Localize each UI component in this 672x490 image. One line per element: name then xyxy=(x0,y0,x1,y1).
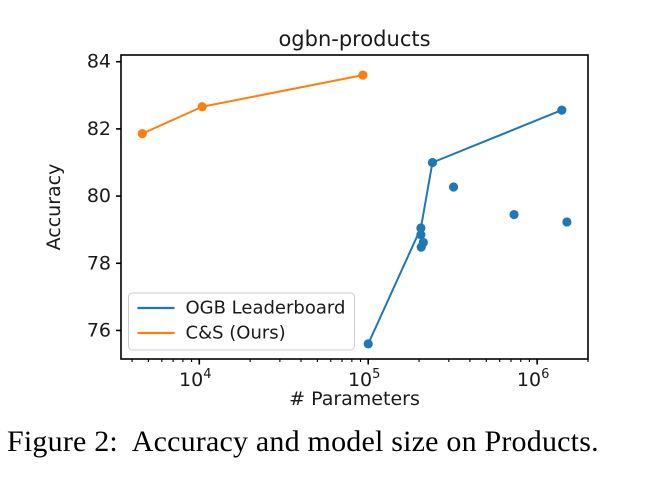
data-point xyxy=(363,339,373,349)
data-point xyxy=(416,223,426,233)
legend-label: C&S (Ours) xyxy=(186,323,286,344)
x-axis-label: # Parameters xyxy=(289,388,420,410)
y-tick-label: 84 xyxy=(87,51,111,73)
series-line-1 xyxy=(141,74,364,135)
y-tick-label: 80 xyxy=(87,185,111,207)
y-tick-label: 82 xyxy=(87,118,111,140)
data-point xyxy=(427,157,438,168)
data-point xyxy=(137,129,147,139)
series-line-0 xyxy=(367,109,563,345)
y-axis-label: Accuracy xyxy=(43,164,65,251)
legend-label: OGB Leaderboard xyxy=(186,298,346,319)
y-tick-label: 78 xyxy=(87,252,111,274)
figure-chart: 76 78 80 82 84 104 105 106 ogbn-products # Parame… xyxy=(43,27,589,410)
data-point xyxy=(562,217,572,227)
legend-box xyxy=(128,292,355,351)
data-point xyxy=(416,242,426,252)
data-point xyxy=(557,105,567,115)
y-tick-label: 76 xyxy=(87,319,111,341)
figure-caption: Figure 2: Accuracy and model size on Pro… xyxy=(7,425,599,458)
data-point xyxy=(448,182,459,192)
data-point xyxy=(358,70,368,80)
x-tick-label: 106 xyxy=(517,367,549,391)
x-tick-label: 104 xyxy=(179,367,211,391)
data-point xyxy=(509,209,519,220)
data-point xyxy=(197,102,207,112)
chart-title: ogbn-products xyxy=(278,27,430,51)
plot-area xyxy=(120,54,589,360)
legend: OGB Leaderboard C&S (Ours) xyxy=(128,292,355,351)
x-tick-label: 105 xyxy=(348,367,380,391)
data-point xyxy=(416,230,426,240)
